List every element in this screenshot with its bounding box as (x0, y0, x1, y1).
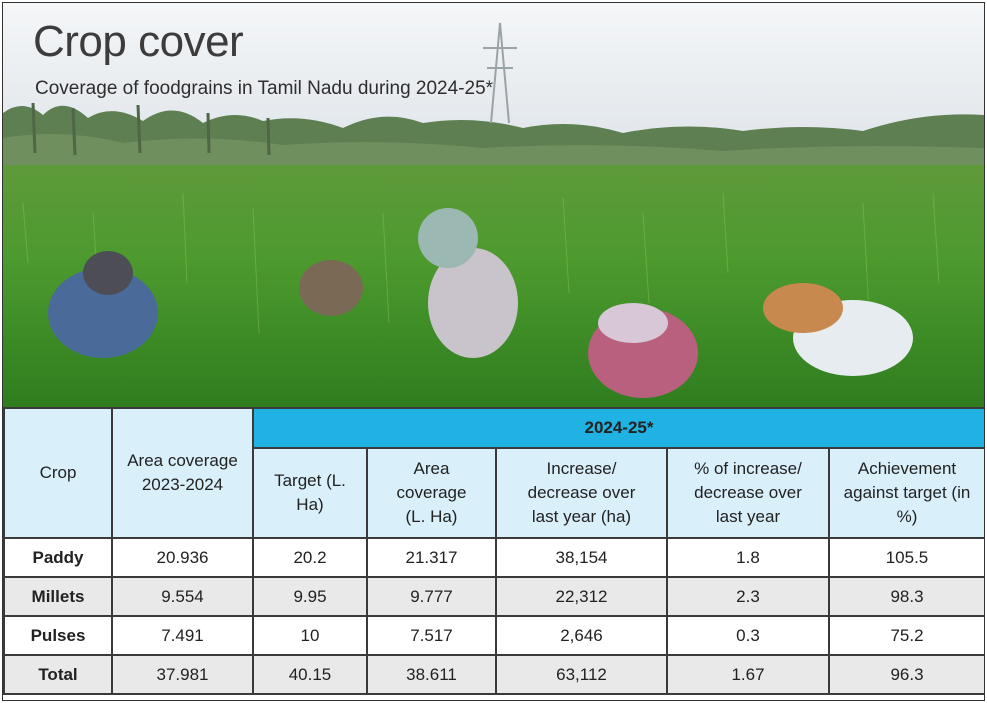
achievement-value: 75.2 (828, 615, 984, 656)
increase-value: 2,646 (495, 615, 668, 656)
target-value: 40.15 (252, 654, 368, 695)
area-2023-value: 20.936 (111, 537, 254, 578)
page-title: Crop cover (33, 17, 244, 66)
percent-increase-value: 1.8 (666, 537, 830, 578)
column-header-crop: Crop (3, 407, 113, 539)
table-row-paddy: Paddy 20.936 20.2 21.317 38,154 1.8 105.… (3, 537, 984, 578)
target-value: 9.95 (252, 576, 368, 617)
paddy-field-photo: Crop cover Coverage of foodgrains in Tam… (3, 3, 984, 407)
crop-coverage-table: Crop Area coverage 2023-2024 2024-25* Ta… (3, 407, 984, 695)
area-2024-value: 9.777 (366, 576, 497, 617)
area-2024-value: 7.517 (366, 615, 497, 656)
crop-name: Total (3, 654, 113, 695)
achievement-value: 98.3 (828, 576, 984, 617)
percent-increase-value: 0.3 (666, 615, 830, 656)
crop-name: Millets (3, 576, 113, 617)
area-2023-value: 37.981 (111, 654, 254, 695)
area-2023-value: 9.554 (111, 576, 254, 617)
area-2024-value: 38.611 (366, 654, 497, 695)
achievement-value: 96.3 (828, 654, 984, 695)
percent-increase-value: 1.67 (666, 654, 830, 695)
target-value: 10 (252, 615, 368, 656)
column-header-increase: Increase/ decrease over last year (ha) (495, 447, 668, 539)
farm-worker-figures (48, 208, 913, 398)
crop-name: Paddy (3, 537, 113, 578)
increase-value: 63,112 (495, 654, 668, 695)
column-header-area-2023: Area coverage 2023-2024 (111, 407, 254, 539)
achievement-value: 105.5 (828, 537, 984, 578)
increase-value: 22,312 (495, 576, 668, 617)
column-header-percent-increase: % of increase/ decrease over last year (666, 447, 830, 539)
column-header-achievement: Achievement against target (in %) (828, 447, 984, 539)
table-row-millets: Millets 9.554 9.95 9.777 22,312 2.3 98.3 (3, 576, 984, 617)
table-row-pulses: Pulses 7.491 10 7.517 2,646 0.3 75.2 (3, 615, 984, 656)
area-2023-value: 7.491 (111, 615, 254, 656)
area-2024-value: 21.317 (366, 537, 497, 578)
column-header-target: Target (L. Ha) (252, 447, 368, 539)
group-header-2024-25: 2024-25* (252, 407, 984, 449)
column-header-area-2024: Area coverage (L. Ha) (366, 447, 497, 539)
crop-name: Pulses (3, 615, 113, 656)
increase-value: 38,154 (495, 537, 668, 578)
percent-increase-value: 2.3 (666, 576, 830, 617)
target-value: 20.2 (252, 537, 368, 578)
table-row-total: Total 37.981 40.15 38.611 63,112 1.67 96… (3, 654, 984, 695)
page-subtitle: Coverage of foodgrains in Tamil Nadu dur… (35, 78, 494, 99)
